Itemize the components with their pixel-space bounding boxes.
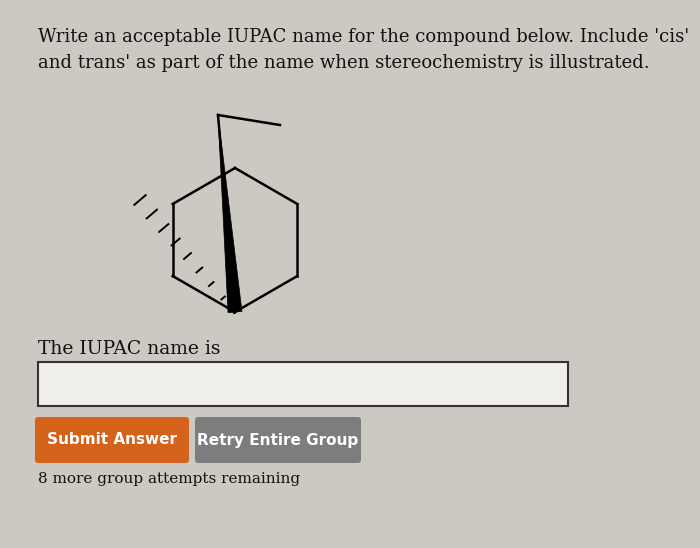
Text: Submit Answer: Submit Answer <box>47 432 177 448</box>
Text: Retry Entire Group: Retry Entire Group <box>197 432 358 448</box>
Text: The IUPAC name is: The IUPAC name is <box>38 340 220 358</box>
Bar <box>38 362 568 406</box>
Text: 8 more group attempts remaining: 8 more group attempts remaining <box>38 472 300 486</box>
Text: Write an acceptable IUPAC name for the compound below. Include 'cis': Write an acceptable IUPAC name for the c… <box>38 28 689 46</box>
FancyBboxPatch shape <box>195 417 361 463</box>
Polygon shape <box>218 115 242 312</box>
FancyBboxPatch shape <box>35 417 189 463</box>
Text: and trans' as part of the name when stereochemistry is illustrated.: and trans' as part of the name when ster… <box>38 54 650 72</box>
